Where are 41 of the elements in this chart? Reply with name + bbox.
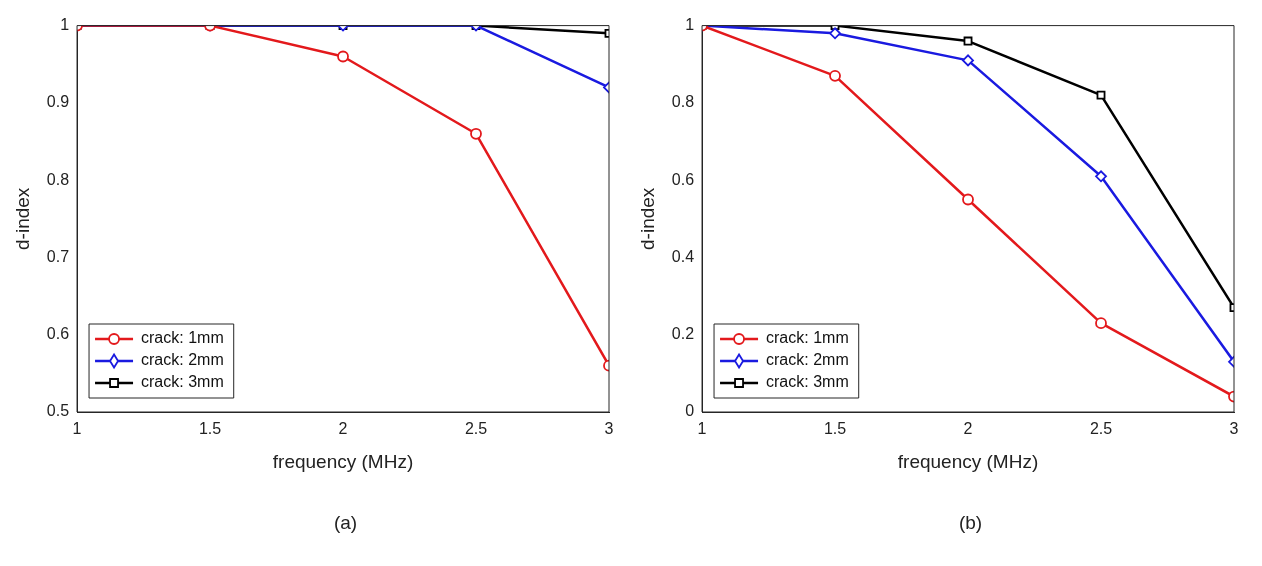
legend-label: crack: 1mm: [766, 329, 849, 347]
x-axis-title: frequency (MHz): [272, 450, 414, 472]
y-axis-title: d-index: [636, 187, 658, 250]
x-tick-label: 2: [963, 420, 973, 438]
x-tick-label: 3: [1229, 420, 1239, 438]
point: [962, 54, 974, 67]
y-tick-label: 0.7: [46, 247, 70, 265]
y-tick-label: 0.6: [671, 170, 695, 188]
point: [829, 69, 841, 82]
legend-label: crack: 2mm: [141, 351, 224, 369]
x-tick-label: 2.5: [464, 420, 488, 438]
y-tick-label: 0.4: [671, 247, 695, 265]
point: [829, 27, 841, 40]
y-tick-label: 0.6: [46, 325, 70, 343]
y-tick-label: 1: [685, 16, 695, 34]
text: (a): [332, 512, 359, 534]
x-tick-label: 1: [697, 420, 707, 438]
text: (b): [957, 512, 984, 534]
legend-label: crack: 1mm: [141, 329, 224, 347]
x-tick-label: 3: [604, 420, 614, 438]
legend-label: crack: 3mm: [766, 373, 849, 391]
point: [1096, 90, 1106, 100]
point: [1095, 317, 1107, 330]
y-axis-title: d-index: [11, 187, 33, 250]
y-tick-label: 0: [685, 402, 695, 420]
legend-label: crack: 2mm: [766, 351, 849, 369]
x-tick-label: 1.5: [198, 420, 222, 438]
x-axis-title: frequency (MHz): [897, 450, 1039, 472]
y-tick-label: 0.5: [46, 402, 70, 420]
y-tick-label: 0.9: [46, 93, 70, 111]
y-tick-label: 0.8: [46, 170, 70, 188]
y-tick-label: 1: [60, 16, 70, 34]
x-tick-label: 1.5: [823, 420, 847, 438]
x-tick-label: 1: [72, 420, 82, 438]
y-tick-label: 0.2: [671, 325, 695, 343]
point: [962, 193, 974, 206]
legend-label: crack: 3mm: [141, 373, 224, 391]
x-tick-label: 2.5: [1089, 420, 1113, 438]
point: [1095, 170, 1107, 183]
x-tick-label: 2: [338, 420, 348, 438]
y-tick-label: 0.8: [671, 93, 695, 111]
